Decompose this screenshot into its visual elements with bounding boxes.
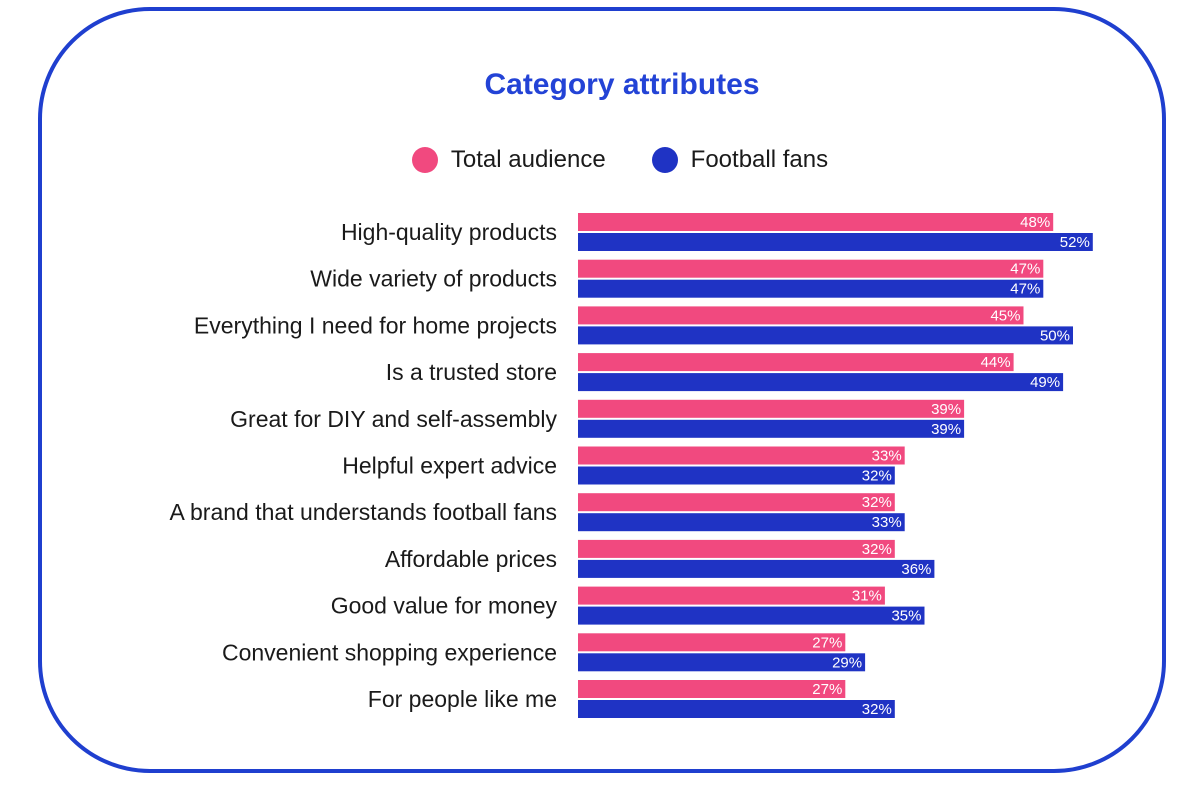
data-label-total-audience-everything-i-need-for-home-projects: 45% — [990, 307, 1020, 324]
category-label-a-brand-that-understands-football-fans: A brand that understands football fans — [170, 499, 557, 525]
legend-item-football-fans: Football fans — [651, 146, 829, 174]
data-label-football-fans-a-brand-that-understands-football-fans: 33% — [872, 514, 902, 531]
bar-football-fans-a-brand-that-understands-football-fans — [578, 513, 905, 532]
data-label-total-audience-wide-variety-of-products: 47% — [1010, 261, 1040, 278]
bar-total-audience-for-people-like-me — [578, 680, 846, 698]
data-label-total-audience-for-people-like-me: 27% — [812, 681, 842, 698]
bar-football-fans-convenient-shopping-experience — [578, 653, 866, 672]
bar-football-fans-helpful-expert-advice — [578, 466, 895, 485]
bar-total-audience-good-value-for-money — [578, 586, 885, 605]
category-label-for-people-like-me: For people like me — [368, 686, 557, 712]
data-label-football-fans-for-people-like-me: 32% — [862, 701, 892, 718]
bar-total-audience-convenient-shopping-experience — [578, 633, 846, 652]
chart-title: Category attributes — [484, 68, 760, 101]
bar-total-audience-great-for-diy-and-self-assembly — [578, 399, 965, 418]
data-label-football-fans-everything-i-need-for-home-projects: 50% — [1040, 327, 1070, 344]
data-label-football-fans-good-value-for-money: 35% — [891, 608, 921, 625]
bar-total-audience-is-a-trusted-store — [578, 353, 1014, 372]
legend-swatch-football-fans — [651, 147, 678, 173]
data-label-total-audience-convenient-shopping-experience: 27% — [812, 634, 842, 651]
bar-total-audience-wide-variety-of-products — [578, 259, 1044, 278]
bar-football-fans-affordable-prices — [578, 559, 935, 578]
category-label-great-for-diy-and-self-assembly: Great for DIY and self-assembly — [230, 406, 557, 432]
bar-total-audience-affordable-prices — [578, 539, 895, 558]
bar-total-audience-a-brand-that-understands-football-fans — [578, 493, 895, 512]
data-label-total-audience-helpful-expert-advice: 33% — [872, 448, 902, 465]
data-label-football-fans-helpful-expert-advice: 32% — [862, 468, 892, 485]
bar-total-audience-helpful-expert-advice — [578, 446, 905, 465]
data-label-total-audience-good-value-for-money: 31% — [852, 588, 882, 605]
data-label-total-audience-a-brand-that-understands-football-fans: 32% — [862, 494, 892, 511]
bar-football-fans-great-for-diy-and-self-assembly — [578, 419, 965, 438]
category-label-wide-variety-of-products: Wide variety of products — [310, 266, 557, 292]
bar-football-fans-for-people-like-me — [578, 700, 895, 718]
legend-label-football-fans: Football fans — [690, 146, 829, 173]
bar-football-fans-good-value-for-money — [578, 606, 925, 625]
data-label-total-audience-great-for-diy-and-self-assembly: 39% — [931, 401, 961, 418]
category-label-is-a-trusted-store: Is a trusted store — [386, 359, 557, 385]
bar-football-fans-high-quality-products — [578, 233, 1093, 251]
data-label-football-fans-is-a-trusted-store: 49% — [1030, 374, 1060, 391]
data-label-football-fans-high-quality-products: 52% — [1060, 234, 1090, 251]
category-label-good-value-for-money: Good value for money — [331, 593, 558, 619]
category-label-convenient-shopping-experience: Convenient shopping experience — [222, 639, 557, 665]
legend: Total audience Football fans — [0, 146, 1200, 174]
legend-label-total-audience: Total audience — [450, 146, 606, 173]
category-label-everything-i-need-for-home-projects: Everything I need for home projects — [194, 312, 557, 338]
legend-swatch-total-audience — [411, 147, 438, 173]
category-label-affordable-prices: Affordable prices — [385, 546, 557, 572]
category-label-helpful-expert-advice: Helpful expert advice — [342, 453, 557, 479]
data-label-football-fans-great-for-diy-and-self-assembly: 39% — [931, 421, 961, 438]
legend-item-total-audience: Total audience — [411, 146, 606, 174]
data-label-total-audience-high-quality-products: 48% — [1020, 214, 1050, 231]
category-label-high-quality-products: High-quality products — [341, 219, 557, 245]
data-label-football-fans-convenient-shopping-experience: 29% — [832, 654, 862, 671]
data-label-total-audience-affordable-prices: 32% — [862, 541, 892, 558]
data-label-football-fans-affordable-prices: 36% — [901, 561, 931, 578]
bar-football-fans-is-a-trusted-store — [578, 373, 1064, 392]
bar-total-audience-high-quality-products — [578, 213, 1054, 231]
bar-football-fans-wide-variety-of-products — [578, 279, 1044, 298]
data-label-football-fans-wide-variety-of-products: 47% — [1010, 281, 1040, 298]
data-label-total-audience-is-a-trusted-store: 44% — [981, 354, 1011, 371]
bar-total-audience-everything-i-need-for-home-projects — [578, 306, 1024, 325]
bar-football-fans-everything-i-need-for-home-projects — [578, 326, 1073, 345]
